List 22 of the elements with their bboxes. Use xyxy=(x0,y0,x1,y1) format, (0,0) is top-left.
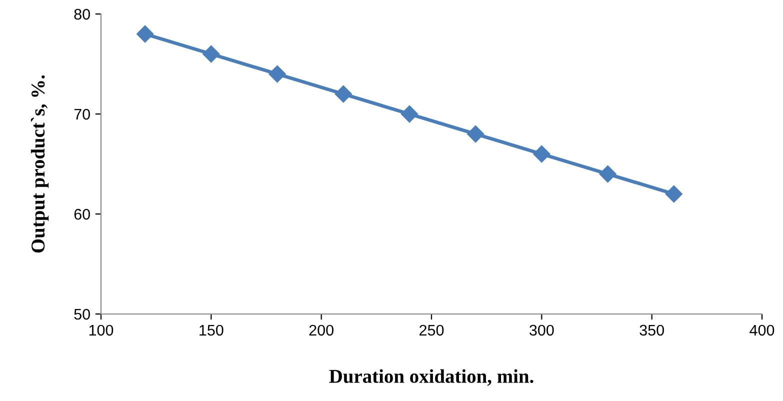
y-tick-label: 50 xyxy=(74,308,90,320)
point xyxy=(599,165,616,183)
x-tick-label: 350 xyxy=(640,324,664,336)
point xyxy=(467,125,484,143)
x-tick-label: 150 xyxy=(200,324,224,336)
point xyxy=(665,185,682,203)
x-tick-label: 200 xyxy=(309,324,334,336)
x-tick-label: 100 xyxy=(89,324,114,336)
point xyxy=(400,105,418,123)
point xyxy=(268,65,286,83)
x-tick-label: 400 xyxy=(750,324,774,336)
y-tick-label: 80 xyxy=(74,8,90,20)
point xyxy=(334,85,352,103)
y-tick-label: 70 xyxy=(74,108,90,120)
y-axis-title: Output product`s, %. xyxy=(30,75,49,253)
point xyxy=(136,25,154,43)
x-axis-title: Duration oxidation, min. xyxy=(329,369,534,386)
point xyxy=(202,45,220,63)
x-tick-label: 300 xyxy=(530,324,554,336)
y-tick-label: 60 xyxy=(74,208,90,220)
point xyxy=(533,145,550,163)
x-tick-label: 250 xyxy=(420,324,444,336)
